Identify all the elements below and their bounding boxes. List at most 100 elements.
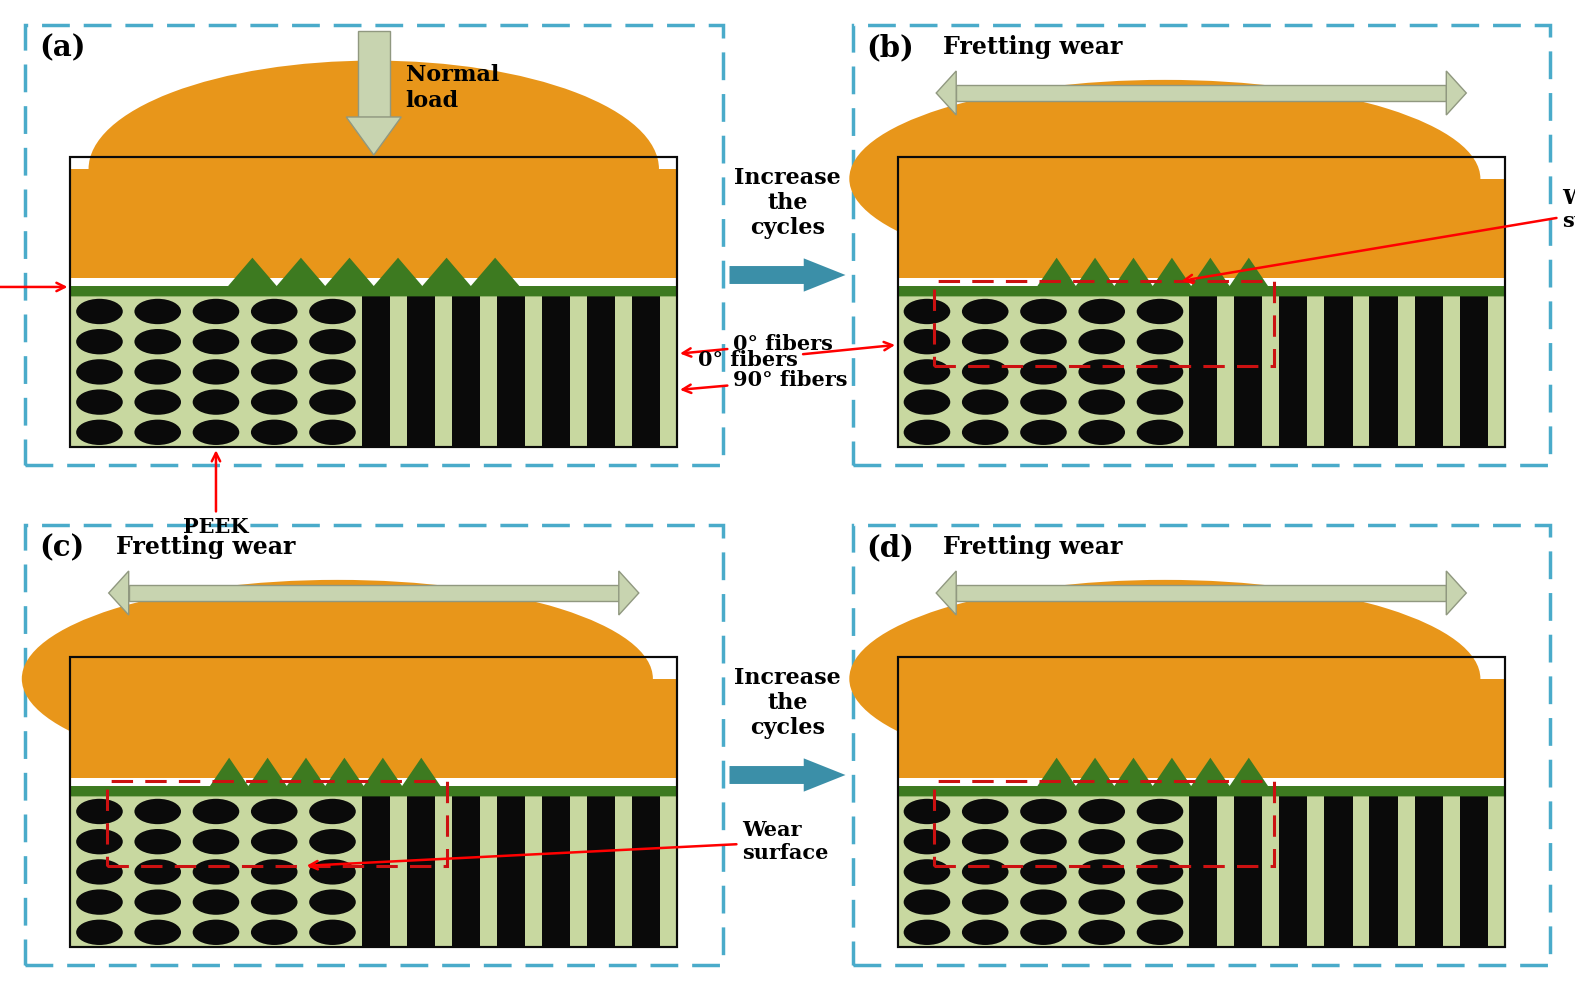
Ellipse shape	[134, 889, 181, 915]
Bar	[71, 157, 677, 447]
Text: (a): (a)	[39, 33, 85, 62]
Text: Fretting wear: Fretting wear	[115, 535, 295, 559]
Bar	[68, 777, 679, 947]
Ellipse shape	[192, 829, 239, 854]
Ellipse shape	[192, 389, 239, 415]
Ellipse shape	[76, 859, 123, 885]
Bar	[1325, 296, 1353, 447]
Ellipse shape	[192, 299, 239, 324]
Ellipse shape	[1137, 799, 1183, 825]
Ellipse shape	[1021, 889, 1066, 915]
Bar	[68, 277, 679, 447]
Ellipse shape	[134, 859, 181, 885]
Ellipse shape	[904, 829, 950, 854]
Ellipse shape	[76, 329, 123, 354]
Ellipse shape	[309, 889, 356, 915]
Bar	[71, 657, 677, 947]
Polygon shape	[898, 257, 1504, 296]
Polygon shape	[936, 71, 956, 115]
Ellipse shape	[1137, 359, 1183, 384]
Bar	[852, 525, 1550, 965]
Bar	[25, 525, 723, 965]
Ellipse shape	[962, 859, 1008, 885]
Bar	[632, 296, 660, 447]
Ellipse shape	[250, 799, 298, 825]
Text: Fretting wear: Fretting wear	[943, 535, 1123, 559]
Bar	[1189, 296, 1217, 447]
Text: (b): (b)	[866, 33, 914, 62]
Text: (c): (c)	[39, 533, 83, 562]
Ellipse shape	[904, 920, 950, 945]
Text: Fretting wear: Fretting wear	[943, 35, 1123, 59]
Ellipse shape	[250, 329, 298, 354]
Bar	[496, 796, 524, 947]
Ellipse shape	[309, 829, 356, 854]
Ellipse shape	[250, 920, 298, 945]
Bar	[452, 796, 480, 947]
Ellipse shape	[1079, 889, 1125, 915]
Bar	[1235, 796, 1263, 947]
Bar	[362, 296, 389, 447]
Ellipse shape	[904, 799, 950, 825]
Ellipse shape	[1137, 420, 1183, 445]
Bar	[71, 157, 677, 447]
Ellipse shape	[309, 420, 356, 445]
Ellipse shape	[1137, 889, 1183, 915]
Ellipse shape	[76, 389, 123, 415]
Ellipse shape	[134, 329, 181, 354]
Ellipse shape	[76, 299, 123, 324]
Polygon shape	[729, 258, 846, 292]
Polygon shape	[71, 257, 677, 296]
Text: 0° fibers: 0° fibers	[698, 342, 893, 369]
Bar	[1279, 296, 1307, 447]
Bar	[898, 796, 1504, 947]
Ellipse shape	[1021, 329, 1066, 354]
Ellipse shape	[904, 359, 950, 384]
Ellipse shape	[192, 889, 239, 915]
Ellipse shape	[192, 329, 239, 354]
Bar	[587, 296, 616, 447]
Ellipse shape	[1021, 920, 1066, 945]
Bar	[1369, 796, 1397, 947]
Ellipse shape	[962, 359, 1008, 384]
Ellipse shape	[192, 859, 239, 885]
Ellipse shape	[192, 799, 239, 825]
Ellipse shape	[76, 829, 123, 854]
Bar	[956, 84, 1446, 101]
Ellipse shape	[962, 389, 1008, 415]
Ellipse shape	[1021, 859, 1066, 885]
Bar	[71, 169, 676, 277]
Bar	[71, 657, 677, 947]
Polygon shape	[109, 571, 129, 615]
Ellipse shape	[309, 859, 356, 885]
Bar	[107, 781, 447, 866]
Ellipse shape	[1021, 389, 1066, 415]
Ellipse shape	[1021, 299, 1066, 324]
Bar	[71, 796, 677, 947]
Bar	[1235, 296, 1263, 447]
Text: Increase
the
cycles: Increase the cycles	[734, 666, 841, 740]
Bar	[587, 796, 616, 947]
Bar	[406, 296, 435, 447]
Bar	[542, 296, 570, 447]
Bar	[898, 157, 1504, 447]
Ellipse shape	[1079, 799, 1125, 825]
Ellipse shape	[192, 920, 239, 945]
Polygon shape	[71, 757, 677, 796]
Polygon shape	[1446, 71, 1466, 115]
Ellipse shape	[849, 580, 1480, 777]
Bar	[71, 679, 676, 777]
Ellipse shape	[904, 329, 950, 354]
Polygon shape	[729, 758, 846, 792]
Ellipse shape	[250, 389, 298, 415]
Ellipse shape	[962, 299, 1008, 324]
Ellipse shape	[88, 60, 658, 277]
Bar	[406, 796, 435, 947]
Ellipse shape	[192, 420, 239, 445]
Ellipse shape	[250, 889, 298, 915]
Ellipse shape	[309, 359, 356, 384]
Text: PEEK: PEEK	[183, 453, 249, 537]
Text: Increase
the
cycles: Increase the cycles	[734, 166, 841, 240]
Ellipse shape	[1079, 920, 1125, 945]
Text: Wear
surface: Wear surface	[309, 820, 828, 869]
